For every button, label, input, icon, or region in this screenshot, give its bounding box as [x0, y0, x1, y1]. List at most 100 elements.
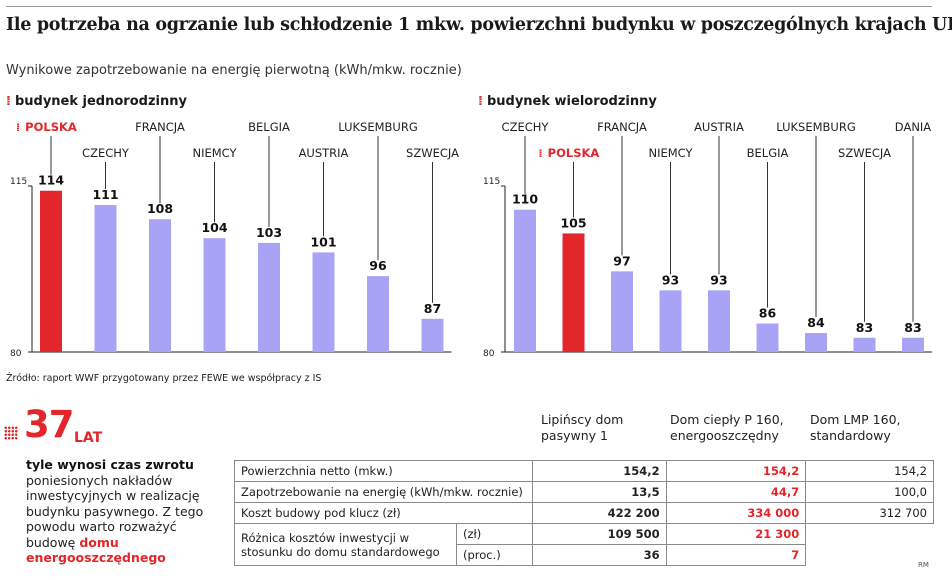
bar [149, 219, 171, 352]
category-label: CZECHY [502, 120, 550, 134]
table-row: Różnica kosztów inwestycji w stosunku do… [234, 523, 934, 566]
table-cell: 36 [531, 544, 667, 566]
column-header-standard: Dom LMP 160, standardowy [810, 412, 901, 443]
table-cell: 154,2 [805, 460, 934, 482]
table-cell: 109 500 [531, 523, 667, 545]
category-label: CZECHY [82, 146, 130, 160]
payback-body-text: poniesionych nakładów inwestycyjnych w r… [26, 472, 204, 550]
value-label: 108 [147, 201, 173, 216]
source-note: Źródło: raport WWF przygotowany przez FE… [6, 373, 322, 384]
y-tick-label: 80 [10, 349, 22, 359]
payback-bold-text: tyle wynosi czas zwrotu [26, 457, 194, 472]
row-label: Zapotrzebowanie na energię (kWh/mkw. roc… [234, 481, 533, 503]
table-cell: 21 300 [665, 523, 807, 545]
column-header-efficient: Dom ciepły P 160, energooszczędny [670, 412, 784, 443]
bar [708, 290, 730, 352]
comparison-table: Powierzchnia netto (mkw.) 154,2 154,2 15… [234, 460, 934, 566]
bar [421, 318, 444, 352]
value-label: 87 [424, 301, 441, 316]
table-cell: 312 700 [805, 502, 934, 524]
bar [805, 333, 827, 352]
table-cell: 334 000 [665, 502, 807, 524]
row-label: Powierzchnia netto (mkw.) [234, 460, 533, 482]
row-unit: (zł) [455, 523, 533, 545]
bar [902, 337, 924, 352]
payback-number: 37 [24, 403, 74, 446]
value-label: 104 [201, 220, 227, 235]
value-label: 110 [512, 192, 538, 207]
row-unit: (proc.) [455, 544, 533, 566]
column-header-passive: Lipińscy dom pasywny 1 [541, 412, 624, 443]
bar-charts: 115 80 POLSKA ⁞ 114 CZECHY 111 FRANCJA 108 NIEMCY… [10, 120, 932, 359]
row-label: Koszt budowy pod klucz (zł) [234, 502, 533, 524]
value-label: 83 [856, 320, 873, 335]
value-label: 83 [904, 320, 921, 335]
bar [94, 204, 117, 352]
table-cell: 154,2 [665, 460, 807, 482]
marker-icon: ⁞ [478, 94, 483, 109]
dots-icon [4, 426, 18, 440]
value-label: 93 [710, 272, 727, 287]
category-label: LUKSEMBURG [338, 120, 418, 134]
y-tick-label: 80 [483, 349, 495, 359]
bar [40, 190, 62, 352]
value-label: 101 [310, 234, 336, 249]
table-cell: 422 200 [531, 502, 667, 524]
table-row: Powierzchnia netto (mkw.) 154,2 154,2 15… [234, 460, 934, 482]
payback-highlight-text: domu energooszczędnego [26, 534, 166, 566]
panel-title-single-family: ⁞ budynek jednorodzinny [6, 94, 187, 109]
category-label: FRANCJA [135, 120, 185, 134]
value-label: 86 [759, 306, 777, 321]
table-cell: 100,0 [805, 481, 934, 503]
category-label: POLSKA [25, 120, 77, 134]
value-label: 103 [256, 225, 282, 240]
marker-icon: ⁞ [538, 147, 542, 160]
table-cell: 44,7 [665, 481, 807, 503]
top-rule [6, 6, 932, 7]
value-label: 114 [38, 173, 64, 188]
value-label: 93 [662, 272, 679, 287]
value-label: 84 [807, 315, 825, 330]
category-label: DANIA [895, 120, 932, 134]
value-label: 105 [560, 215, 586, 230]
bar [367, 276, 389, 352]
row-label: Różnica kosztów inwestycji w stosunku do… [234, 523, 457, 566]
bar [611, 271, 633, 352]
panel-title-label: budynek wielorodzinny [486, 94, 657, 109]
bar [258, 242, 280, 352]
bar [756, 323, 779, 352]
value-label: 96 [369, 258, 387, 273]
category-label: NIEMCY [192, 146, 237, 160]
table-cell: 7 [665, 544, 807, 566]
category-label: LUKSEMBURG [776, 120, 856, 134]
bar [203, 238, 226, 352]
y-tick-label: 115 [483, 177, 500, 187]
table-cell-empty [805, 523, 934, 566]
panel-title-multi-family: ⁞ budynek wielorodzinny [478, 94, 657, 109]
bar [659, 290, 682, 352]
table-row: Koszt budowy pod klucz (zł) 422 200 334 … [234, 502, 934, 524]
bar [514, 209, 536, 352]
panel-title-label: budynek jednorodzinny [14, 94, 187, 109]
category-label: SZWECJA [838, 146, 891, 160]
chart-title: Ile potrzeba na ogrzanie lub schłodzenie… [6, 15, 952, 35]
table-cell: 154,2 [531, 460, 667, 482]
category-label: FRANCJA [597, 120, 647, 134]
category-label: NIEMCY [648, 146, 693, 160]
value-label: 97 [613, 253, 630, 268]
payback-text: tyle wynosi czas zwrotu poniesionych nak… [26, 457, 226, 566]
y-tick-label: 115 [10, 177, 27, 187]
category-label: SZWECJA [406, 146, 459, 160]
category-label: BELGIA [747, 146, 789, 160]
category-label: AUSTRIA [299, 146, 349, 160]
table-row: Zapotrzebowanie na energię (kWh/mkw. roc… [234, 481, 934, 503]
bar [312, 252, 335, 352]
table-cell: 13,5 [531, 481, 667, 503]
value-label: 111 [92, 187, 118, 202]
marker-icon: ⁞ [6, 94, 11, 109]
category-label: AUSTRIA [694, 120, 744, 134]
bar [853, 337, 876, 352]
category-label: POLSKA [548, 146, 600, 160]
table-row: (proc.) 36 7 [235, 544, 934, 566]
category-label: BELGIA [248, 120, 290, 134]
